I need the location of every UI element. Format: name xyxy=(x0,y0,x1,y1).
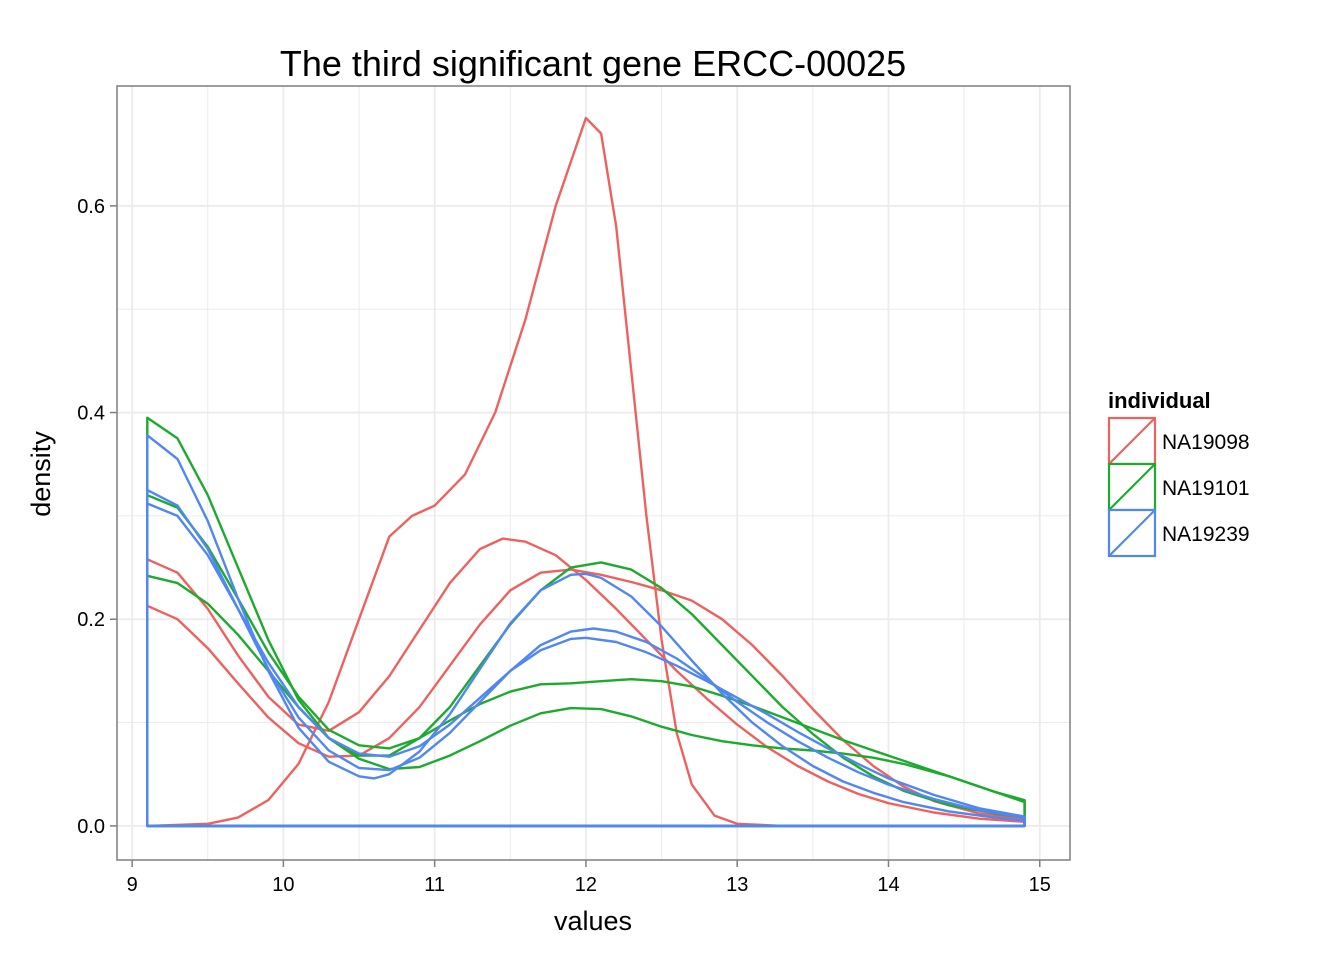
legend-key-diagonal xyxy=(1108,509,1156,557)
x-tick-label: 13 xyxy=(726,874,748,896)
x-tick-label: 11 xyxy=(424,874,445,896)
legend-label: NA19101 xyxy=(1162,477,1250,500)
y-tick-label: 0.2 xyxy=(77,609,105,631)
y-tick-label: 0.4 xyxy=(77,403,105,425)
x-tick-label: 9 xyxy=(127,874,138,896)
plot-panel xyxy=(117,86,1070,860)
density-curve-NA19101 xyxy=(146,494,1026,828)
x-tick-label: 10 xyxy=(272,874,294,896)
y-tick-label: 0.0 xyxy=(77,816,105,838)
x-axis-title: values xyxy=(554,906,632,936)
x-axis: 9 10 11 12 13 14 15 xyxy=(127,860,1051,896)
legend-key-diagonal xyxy=(1108,463,1156,511)
y-tick-label: 0.6 xyxy=(77,196,105,218)
legend-label: NA19098 xyxy=(1162,431,1250,454)
panel-background xyxy=(117,86,1070,860)
legend: individual NA19098 NA19101 NA19239 xyxy=(1107,388,1250,558)
y-axis-title: density xyxy=(26,431,56,517)
x-tick-label: 12 xyxy=(575,874,597,896)
series-layer xyxy=(146,116,1026,828)
density-curve-NA19239 xyxy=(146,434,1026,828)
panel-border xyxy=(116,85,1071,861)
legend-label: NA19239 xyxy=(1162,523,1250,546)
legend-title: individual xyxy=(1108,388,1211,413)
chart-title: The third significant gene ERCC-00025 xyxy=(280,43,906,84)
legend-entry-NA19239: NA19239 xyxy=(1107,508,1250,558)
legend-key-diagonal xyxy=(1108,417,1156,465)
x-tick-label: 15 xyxy=(1029,874,1051,896)
density-curve-NA19239 xyxy=(146,502,1026,828)
x-tick-label: 14 xyxy=(877,874,899,896)
density-curve-NA19098 xyxy=(146,116,1026,828)
density-curve-NA19239 xyxy=(146,488,1026,828)
legend-entry-NA19098: NA19098 xyxy=(1107,416,1250,466)
y-axis: 0.0 0.2 0.4 0.6 xyxy=(77,196,117,838)
legend-entry-NA19101: NA19101 xyxy=(1107,462,1250,512)
